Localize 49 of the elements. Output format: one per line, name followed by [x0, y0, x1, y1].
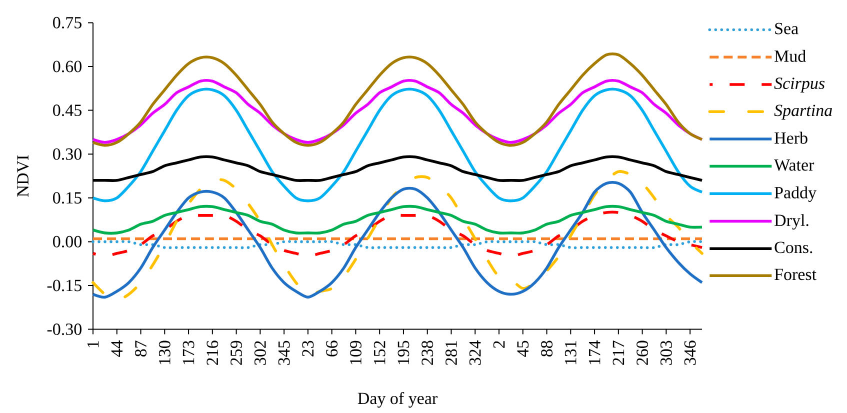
x-tick-label: 1 — [87, 341, 99, 348]
y-tick-label: 0.30 — [53, 148, 82, 160]
x-tick-label: 45 — [517, 340, 529, 357]
legend-label: Mud — [774, 50, 806, 62]
y-tick-label: -0.15 — [47, 280, 82, 292]
x-tick-label: 238 — [422, 340, 434, 365]
x-tick-label: 260 — [636, 340, 648, 365]
y-axis-title: NDVI — [17, 155, 29, 197]
x-tick-label: 152 — [374, 341, 386, 364]
line-series — [92, 52, 704, 147]
x-axis-title: Day of year — [358, 392, 438, 408]
x-tick-label: 44 — [111, 340, 122, 357]
x-tick-label: 281 — [445, 341, 457, 365]
x-tick-label: 131 — [564, 341, 576, 364]
legend-label: Scirpus — [774, 78, 825, 92]
x-tick-label: 109 — [350, 340, 362, 364]
x-tick-label: 259 — [230, 340, 242, 365]
y-tick-label: 0.00 — [53, 236, 82, 248]
x-tick-label: 2 — [493, 341, 505, 348]
x-tick-label: 66 — [326, 340, 338, 356]
x-tick-label: 87 — [135, 340, 147, 357]
legend-label: Dryl. — [774, 214, 808, 230]
legend-label: Cons. — [774, 242, 812, 254]
x-tick-label: 217 — [612, 340, 624, 365]
x-tick-label: 173 — [182, 340, 194, 364]
line-series — [92, 204, 704, 235]
line-series — [92, 88, 704, 202]
y-tick-label: 0.60 — [53, 60, 82, 72]
x-tick-label: 216 — [206, 340, 218, 365]
legend-label: Spartina — [774, 104, 832, 120]
x-tick-label: 88 — [541, 340, 553, 357]
y-tick-label: -0.30 — [47, 324, 82, 336]
x-tick-label: 23 — [302, 340, 314, 356]
y-tick-label: 0.45 — [53, 104, 82, 116]
y-tick-label: 0.75 — [53, 16, 82, 28]
x-tick-label: 303 — [660, 340, 672, 365]
legend-label: Herb — [774, 132, 808, 144]
legend-label: Forest — [774, 268, 816, 280]
x-tick-label: 345 — [278, 340, 290, 365]
x-tick-label: 324 — [469, 340, 481, 365]
x-tick-label: 302 — [254, 341, 266, 365]
legend-label: Sea — [775, 22, 798, 34]
legend-label: Paddy — [774, 186, 816, 202]
y-tick-label: 0.15 — [53, 192, 82, 204]
x-tick-label: 130 — [158, 340, 170, 364]
x-tick-label: 174 — [588, 340, 600, 364]
x-tick-label: 346 — [684, 340, 696, 365]
legend-label: Water — [774, 159, 814, 171]
x-tick-label: 195 — [398, 340, 410, 364]
